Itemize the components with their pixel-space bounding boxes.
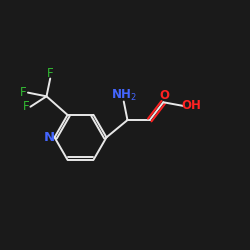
Text: F: F bbox=[20, 86, 27, 99]
Text: NH$_2$: NH$_2$ bbox=[111, 88, 137, 103]
Text: O: O bbox=[160, 89, 170, 102]
Text: F: F bbox=[47, 67, 54, 80]
Text: N: N bbox=[44, 131, 55, 144]
Text: OH: OH bbox=[182, 100, 202, 112]
Text: F: F bbox=[23, 100, 29, 113]
